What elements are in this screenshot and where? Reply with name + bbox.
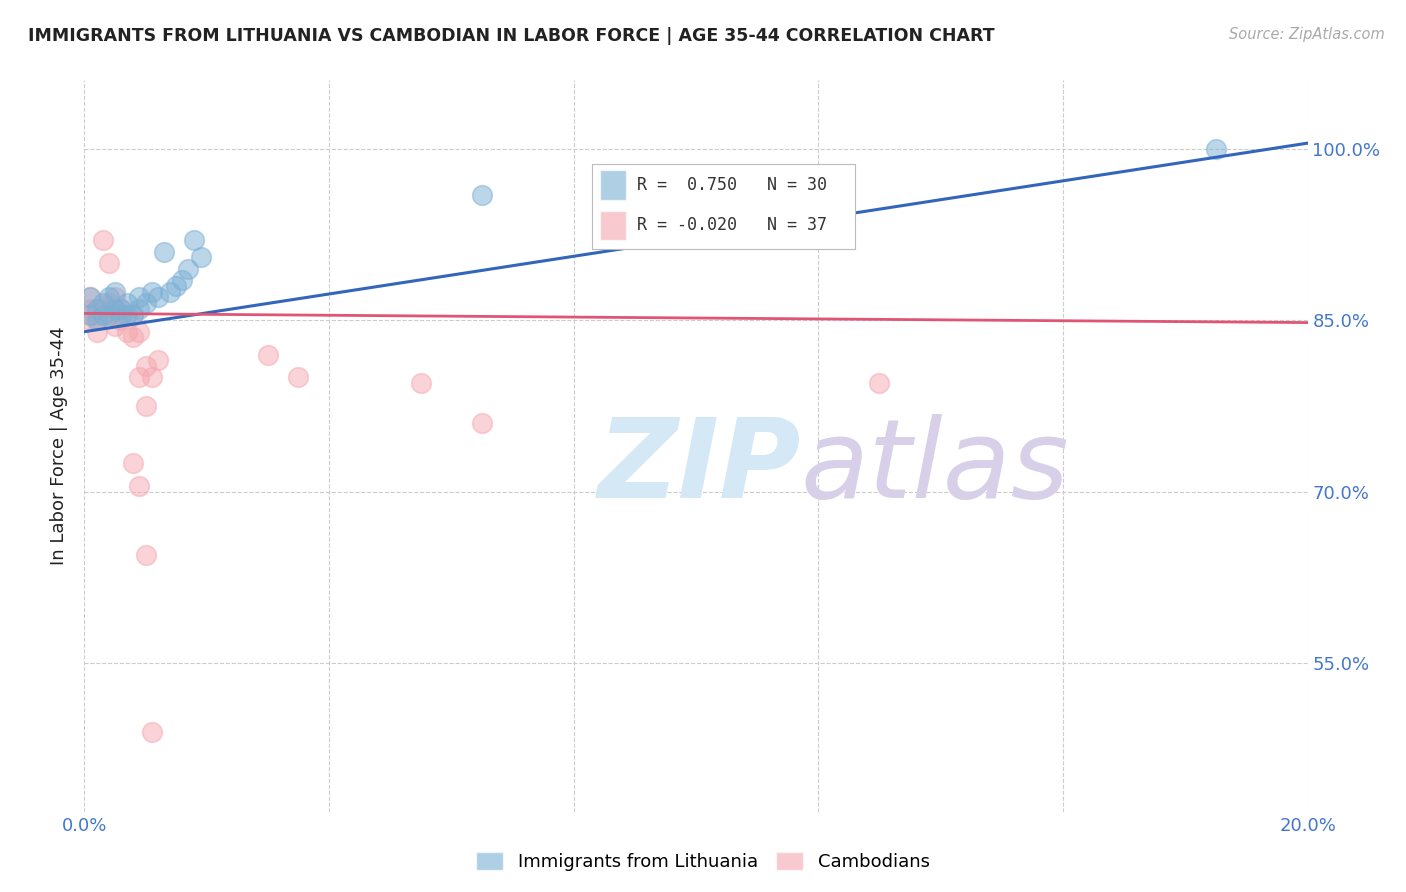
Point — [287, 370, 309, 384]
Point — [79, 290, 101, 304]
Point — [159, 285, 181, 299]
Point — [91, 308, 114, 322]
Point — [104, 301, 127, 316]
Point — [177, 261, 200, 276]
Point — [183, 233, 205, 247]
Point — [97, 308, 120, 322]
Point — [122, 456, 145, 470]
Point — [122, 330, 145, 344]
Point — [409, 376, 432, 391]
Point — [110, 313, 132, 327]
Point — [86, 308, 108, 322]
Point — [128, 325, 150, 339]
Point — [128, 290, 150, 304]
Point — [115, 308, 138, 322]
Point — [146, 353, 169, 368]
Point — [97, 296, 120, 310]
Point — [135, 296, 157, 310]
Point — [86, 325, 108, 339]
Point — [104, 290, 127, 304]
Point — [141, 724, 163, 739]
Point — [115, 325, 138, 339]
Point — [165, 279, 187, 293]
Point — [115, 308, 138, 322]
Point — [104, 318, 127, 333]
Point — [172, 273, 194, 287]
Point — [135, 548, 157, 562]
Point — [86, 313, 108, 327]
Point — [91, 296, 114, 310]
Point — [79, 290, 101, 304]
Point — [153, 244, 176, 259]
Point — [79, 313, 101, 327]
Point — [257, 348, 280, 362]
Point — [79, 308, 101, 322]
Point — [1205, 142, 1227, 156]
Text: ZIP: ZIP — [598, 415, 801, 522]
Point — [110, 301, 132, 316]
Point — [135, 359, 157, 373]
Point — [91, 308, 114, 322]
Point — [471, 416, 494, 430]
Text: atlas: atlas — [800, 415, 1069, 522]
Point — [79, 308, 101, 322]
Point — [776, 170, 799, 185]
Point — [86, 301, 108, 316]
Point — [135, 399, 157, 413]
Point — [97, 308, 120, 322]
Point — [86, 301, 108, 316]
Point — [91, 233, 114, 247]
Point — [128, 479, 150, 493]
Point — [91, 301, 114, 316]
Point — [146, 290, 169, 304]
Point — [128, 301, 150, 316]
Point — [110, 308, 132, 322]
Point — [141, 370, 163, 384]
Point — [110, 301, 132, 316]
Point — [471, 187, 494, 202]
Point — [97, 290, 120, 304]
Text: IMMIGRANTS FROM LITHUANIA VS CAMBODIAN IN LABOR FORCE | AGE 35-44 CORRELATION CH: IMMIGRANTS FROM LITHUANIA VS CAMBODIAN I… — [28, 27, 995, 45]
Point — [122, 308, 145, 322]
Point — [190, 251, 212, 265]
Point — [115, 296, 138, 310]
Point — [128, 370, 150, 384]
Y-axis label: In Labor Force | Age 35-44: In Labor Force | Age 35-44 — [51, 326, 69, 566]
Point — [97, 256, 120, 270]
Point — [104, 308, 127, 322]
Point — [79, 301, 101, 316]
Point — [104, 285, 127, 299]
Point — [141, 285, 163, 299]
Point — [869, 376, 891, 391]
Legend: Immigrants from Lithuania, Cambodians: Immigrants from Lithuania, Cambodians — [470, 845, 936, 879]
Point — [122, 308, 145, 322]
Text: Source: ZipAtlas.com: Source: ZipAtlas.com — [1229, 27, 1385, 42]
